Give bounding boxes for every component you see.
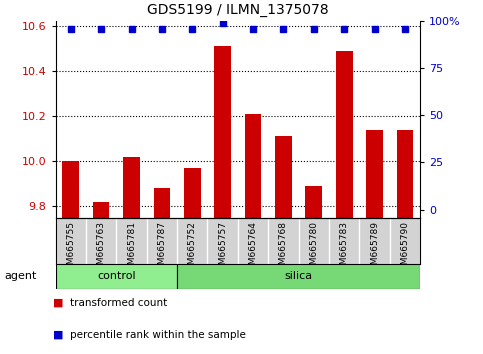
Text: transformed count: transformed count — [70, 298, 167, 308]
Bar — [245, 114, 261, 218]
Text: GSM665789: GSM665789 — [370, 221, 379, 276]
Bar — [214, 46, 231, 218]
Text: GSM665781: GSM665781 — [127, 221, 136, 276]
Bar — [275, 136, 292, 218]
Text: ■: ■ — [53, 298, 63, 308]
Bar — [123, 157, 140, 218]
Bar — [336, 51, 353, 218]
Bar — [62, 161, 79, 218]
Text: silica: silica — [284, 271, 313, 281]
Bar — [93, 202, 110, 218]
Bar — [305, 186, 322, 218]
Bar — [177, 264, 420, 289]
Text: GSM665752: GSM665752 — [188, 221, 197, 276]
Bar — [184, 168, 200, 218]
Text: ■: ■ — [53, 330, 63, 339]
Text: GSM665757: GSM665757 — [218, 221, 227, 276]
Title: GDS5199 / ILMN_1375078: GDS5199 / ILMN_1375078 — [147, 4, 329, 17]
Text: percentile rank within the sample: percentile rank within the sample — [70, 330, 246, 339]
Text: GSM665764: GSM665764 — [249, 221, 257, 276]
Bar — [154, 188, 170, 218]
Text: GSM665763: GSM665763 — [97, 221, 106, 276]
Text: GSM665768: GSM665768 — [279, 221, 288, 276]
Bar — [397, 130, 413, 218]
Bar — [56, 264, 177, 289]
Text: GSM665780: GSM665780 — [309, 221, 318, 276]
Bar — [366, 130, 383, 218]
Text: GSM665790: GSM665790 — [400, 221, 410, 276]
Text: agent: agent — [5, 271, 37, 281]
Text: GSM665783: GSM665783 — [340, 221, 349, 276]
Text: GSM665787: GSM665787 — [157, 221, 167, 276]
Text: GSM665755: GSM665755 — [66, 221, 75, 276]
Text: control: control — [97, 271, 136, 281]
